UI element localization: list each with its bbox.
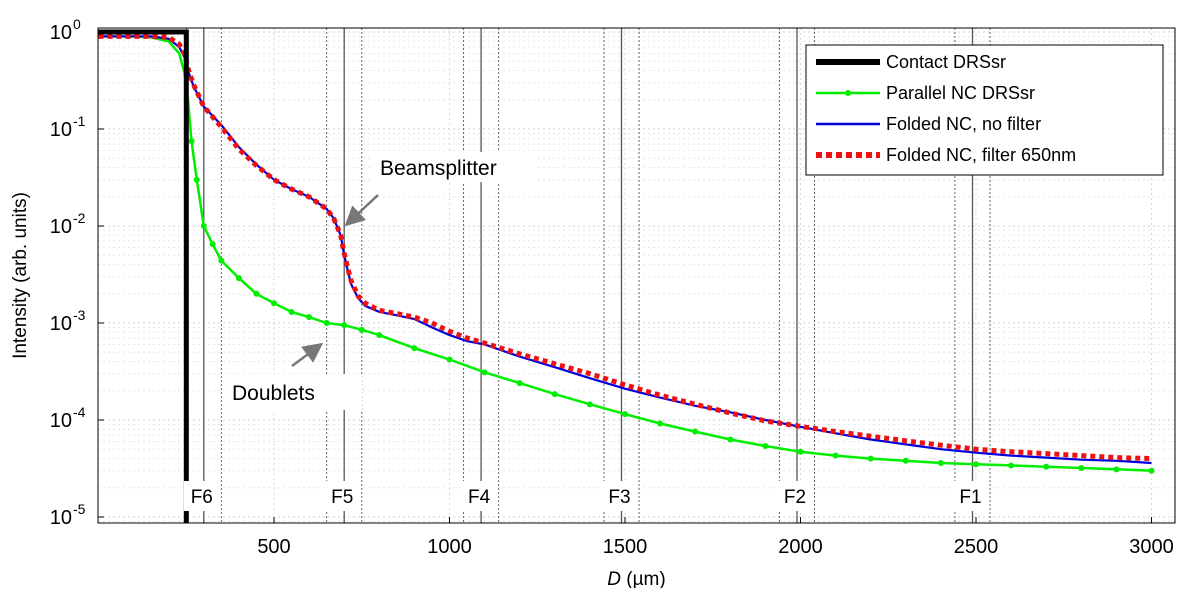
annotation-beamsplitter: Beamsplitter — [380, 157, 497, 180]
fiber-label: F1 — [959, 487, 981, 508]
y-tick-label: 10 — [50, 410, 72, 432]
annotation-doublets: Doublets — [232, 382, 315, 405]
legend-label: Parallel NC DRSsr — [886, 83, 1035, 103]
x-axis-title-variable: D — [607, 569, 621, 588]
series-point — [902, 457, 909, 464]
fiber-label: F3 — [608, 487, 630, 508]
series-point — [411, 345, 418, 352]
fiber-label: F2 — [784, 487, 806, 508]
fiber-label: F4 — [468, 487, 491, 508]
x-axis-title-unit: (µm) — [621, 569, 666, 588]
y-tick-exponent: 0 — [73, 16, 81, 32]
series-point — [341, 322, 348, 329]
y-tick-label: 10 — [50, 22, 72, 44]
series-point — [358, 326, 365, 333]
series-point — [1008, 462, 1015, 469]
legend-label: Folded NC, filter 650nm — [886, 145, 1076, 165]
x-axis-title: D (µm) — [607, 569, 665, 588]
y-tick-exponent: -4 — [73, 404, 86, 420]
x-tick-label: 1000 — [427, 536, 472, 558]
x-tick-label: 2500 — [954, 536, 999, 558]
series-group — [98, 29, 1155, 523]
annotation-bg — [222, 374, 362, 410]
x-tick-label: 500 — [257, 536, 290, 558]
series-line — [98, 29, 189, 523]
y-tick-exponent: -2 — [73, 210, 86, 226]
series-point — [692, 428, 699, 435]
x-tick-label: 1500 — [603, 536, 648, 558]
series-point — [323, 320, 330, 326]
series-point — [209, 241, 216, 248]
series-point — [762, 442, 769, 449]
fiber-label-bg — [601, 481, 638, 511]
x-tick-label: 2000 — [778, 536, 823, 558]
fiber-label-bg — [952, 481, 989, 511]
y-axis-title: Intensity (arb. units) — [10, 192, 31, 359]
annotation-bg — [372, 152, 538, 182]
series-line — [98, 35, 1152, 465]
fiber-label-bg — [776, 481, 813, 511]
legend-swatch-marker — [845, 90, 851, 96]
series-point — [271, 300, 277, 307]
y-tick-exponent: -1 — [73, 113, 86, 129]
series-point — [937, 460, 944, 467]
series-point — [516, 380, 523, 387]
series-point — [188, 138, 195, 145]
series-point — [288, 308, 295, 315]
annotation-arrow — [291, 342, 324, 368]
fiber-label: F5 — [331, 487, 353, 508]
series-point — [446, 356, 453, 363]
legend: Contact DRSsr Parallel NC DRSsr Folded NC,… — [805, 44, 1164, 176]
series-point — [306, 314, 313, 321]
series-point — [657, 420, 664, 427]
fiber-label: F6 — [191, 487, 213, 508]
y-tick-label: 10 — [50, 313, 72, 335]
y-tick-label: 10 — [50, 507, 72, 529]
series-point — [1148, 467, 1155, 474]
series-point — [193, 176, 200, 183]
series-point — [481, 369, 488, 376]
fiber-label-bg — [324, 481, 361, 511]
series-point — [867, 455, 874, 462]
series-line — [98, 33, 1152, 462]
series-point — [832, 452, 839, 459]
legend-label: Folded NC, no filter — [886, 114, 1041, 134]
y-tick-label: 10 — [50, 119, 72, 141]
series-point — [727, 436, 734, 443]
series-point — [376, 332, 383, 339]
series-point — [973, 461, 979, 468]
series-point — [1078, 465, 1085, 472]
annotation-arrow — [344, 194, 379, 227]
series-point — [253, 290, 260, 297]
series-point — [218, 257, 225, 264]
x-tick-label: 3000 — [1129, 536, 1174, 558]
series-point — [200, 223, 207, 229]
legend-label: Contact DRSsr — [886, 52, 1006, 72]
series-point — [1113, 466, 1120, 473]
series-point — [622, 411, 628, 418]
y-tick-exponent: -5 — [73, 501, 86, 517]
series-point — [1043, 463, 1050, 470]
series-point — [586, 401, 593, 408]
axes-frame — [97, 27, 1176, 524]
fiber-label-bg — [183, 481, 220, 511]
y-tick-label: 10 — [50, 216, 72, 238]
series-point — [797, 448, 804, 455]
fiber-label-bg — [461, 481, 498, 511]
series-point — [551, 391, 558, 398]
series-point — [235, 275, 242, 282]
legend-box — [805, 44, 1164, 176]
y-tick-exponent: -3 — [73, 307, 86, 323]
